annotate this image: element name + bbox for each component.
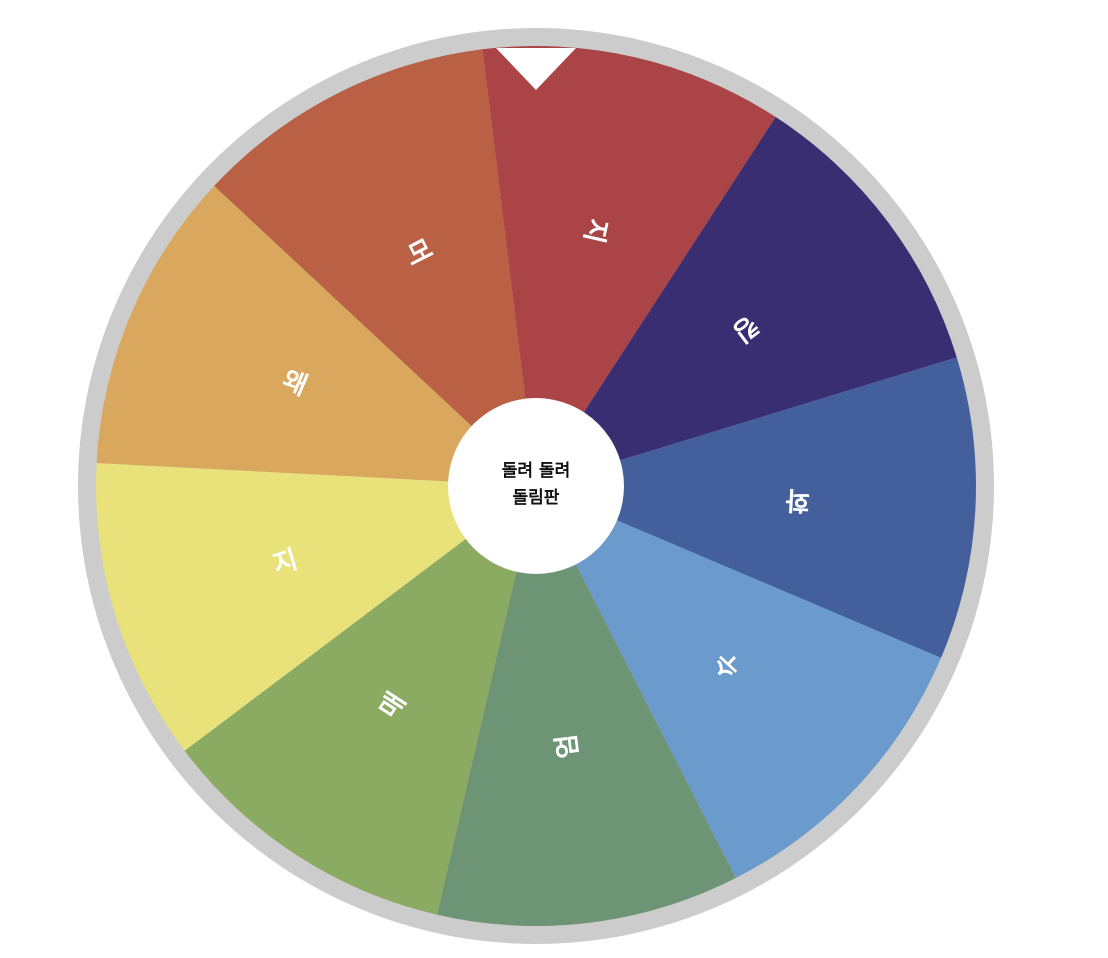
center-button-line1: 돌려 돌려	[502, 461, 570, 481]
wheel-segment[interactable]	[536, 357, 976, 658]
wheel-segment-label: 화	[785, 484, 811, 515]
wheel-segment[interactable]	[437, 486, 736, 926]
wheel-segment[interactable]	[482, 45, 776, 487]
pointer-triangle-icon	[496, 48, 576, 90]
wheel-segment[interactable]	[536, 116, 957, 486]
wheel-segment[interactable]	[184, 486, 536, 915]
wheel-segment[interactable]	[536, 486, 942, 879]
wheel-segments[interactable]	[95, 45, 976, 926]
center-spin-button[interactable]: 돌려 돌려 돌림판	[448, 398, 624, 574]
wheel-segment[interactable]	[96, 185, 536, 487]
center-button-circle[interactable]	[448, 398, 624, 574]
wheel-segment[interactable]	[95, 462, 536, 751]
wheel-segment[interactable]	[214, 49, 536, 486]
wheel-segment-label: 엄	[552, 732, 585, 759]
center-button-line2: 돌림판	[513, 488, 560, 508]
